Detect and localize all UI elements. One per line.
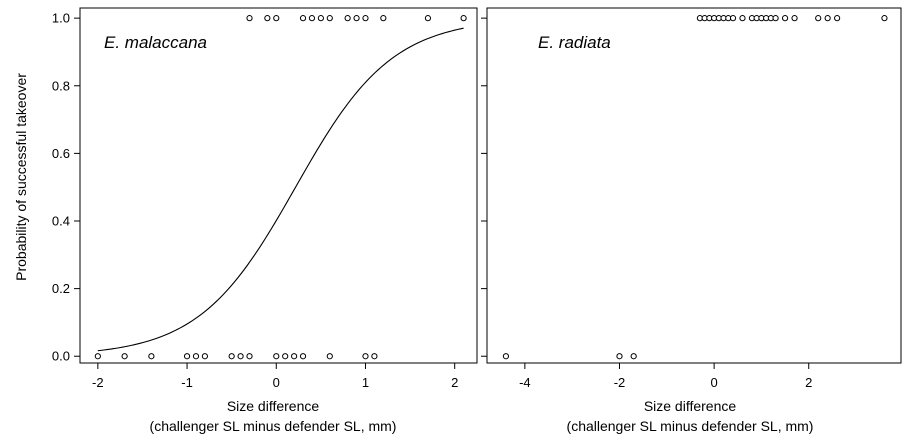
left-point-failure bbox=[201, 353, 208, 360]
left-y-tick-label: 0.8 bbox=[52, 78, 70, 93]
left-point-success bbox=[317, 15, 324, 22]
left-fit-curve bbox=[97, 27, 464, 352]
left-point-failure bbox=[362, 353, 369, 360]
left-x-tick-label: 0 bbox=[273, 375, 280, 390]
left-point-success bbox=[246, 15, 253, 22]
left-point-success bbox=[380, 15, 387, 22]
right-x-axis-title-line2: (challenger SL minus defender SL, mm) bbox=[567, 418, 814, 434]
panel-left-frame bbox=[79, 7, 478, 364]
left-point-failure bbox=[148, 353, 155, 360]
left-point-success bbox=[353, 15, 360, 22]
left-point-failure bbox=[246, 353, 253, 360]
y-axis-title: Probability of successful takeover bbox=[13, 73, 29, 281]
left-y-tick-label: 0.2 bbox=[52, 281, 70, 296]
left-point-success bbox=[326, 15, 333, 22]
panel-left: E. malaccana 0.00.20.40.60.81.0 -2 -1 0 1 2 … bbox=[52, 7, 478, 434]
right-point-success bbox=[772, 15, 779, 22]
right-x-tick-label: -4 bbox=[519, 375, 531, 390]
right-y-axis bbox=[481, 17, 487, 357]
left-fit-curve-group bbox=[97, 27, 464, 352]
left-point-success bbox=[299, 15, 307, 22]
right-point-success bbox=[781, 15, 789, 22]
left-x-axis-title-line2: (challenger SL minus defender SL, mm) bbox=[150, 418, 397, 434]
left-point-failure bbox=[192, 353, 200, 360]
left-y-tick-label: 0.4 bbox=[52, 214, 70, 229]
left-x-tick-label: -1 bbox=[181, 375, 193, 390]
panel-right-title: E. radiata bbox=[538, 33, 611, 52]
left-point-success bbox=[362, 15, 369, 22]
right-x-axis: -4 -2 0 2 bbox=[519, 363, 812, 390]
left-point-success bbox=[264, 15, 271, 22]
right-point-success bbox=[824, 15, 831, 22]
right-x-tick-label: 0 bbox=[710, 375, 717, 390]
left-point-success bbox=[344, 15, 351, 22]
left-point-failure bbox=[183, 353, 191, 360]
right-points-group bbox=[502, 15, 888, 360]
left-x-axis-title-line1: Size difference bbox=[227, 398, 320, 414]
right-point-failure bbox=[630, 353, 637, 360]
left-point-failure bbox=[121, 353, 128, 360]
left-point-failure bbox=[371, 353, 378, 360]
left-point-failure bbox=[228, 353, 235, 360]
left-point-success bbox=[460, 15, 467, 22]
right-point-failure bbox=[502, 353, 510, 360]
left-x-axis: -2 -1 0 1 2 bbox=[92, 363, 458, 390]
left-y-tick-label: 0.6 bbox=[52, 146, 70, 161]
right-x-tick-label: -2 bbox=[614, 375, 626, 390]
panel-left-title: E. malaccana bbox=[104, 33, 207, 52]
panel-right-frame bbox=[486, 7, 902, 364]
right-point-success bbox=[739, 15, 746, 22]
left-point-failure bbox=[237, 353, 244, 360]
left-point-failure bbox=[291, 353, 298, 360]
left-points-group bbox=[94, 15, 467, 360]
right-point-success bbox=[815, 15, 822, 22]
panel-right: E. radiata -4 -2 0 2 Size difference (chall… bbox=[481, 7, 902, 434]
right-point-failure bbox=[616, 353, 623, 360]
left-y-tick-label: 1.0 bbox=[52, 11, 70, 26]
left-point-success bbox=[308, 15, 316, 22]
left-point-failure bbox=[94, 353, 101, 360]
right-x-axis-title-line1: Size difference bbox=[644, 398, 737, 414]
left-x-tick-label: -2 bbox=[92, 375, 104, 390]
right-point-success bbox=[881, 15, 888, 22]
left-x-tick-label: 2 bbox=[451, 375, 458, 390]
right-x-tick-label: 2 bbox=[805, 375, 812, 390]
left-point-success bbox=[273, 15, 280, 22]
left-point-failure bbox=[326, 353, 333, 360]
left-point-success bbox=[424, 15, 432, 22]
left-y-axis: 0.0 0.2 0.4 0.6 0.8 1.0 bbox=[52, 11, 80, 364]
left-y-tick-label: 0.0 bbox=[52, 349, 70, 364]
right-point-success bbox=[729, 15, 737, 22]
right-point-success bbox=[791, 15, 798, 22]
left-point-failure bbox=[273, 353, 280, 360]
left-x-tick-label: 1 bbox=[362, 375, 369, 390]
left-point-failure bbox=[282, 353, 289, 360]
left-point-failure bbox=[299, 353, 307, 360]
right-point-success bbox=[834, 15, 841, 22]
